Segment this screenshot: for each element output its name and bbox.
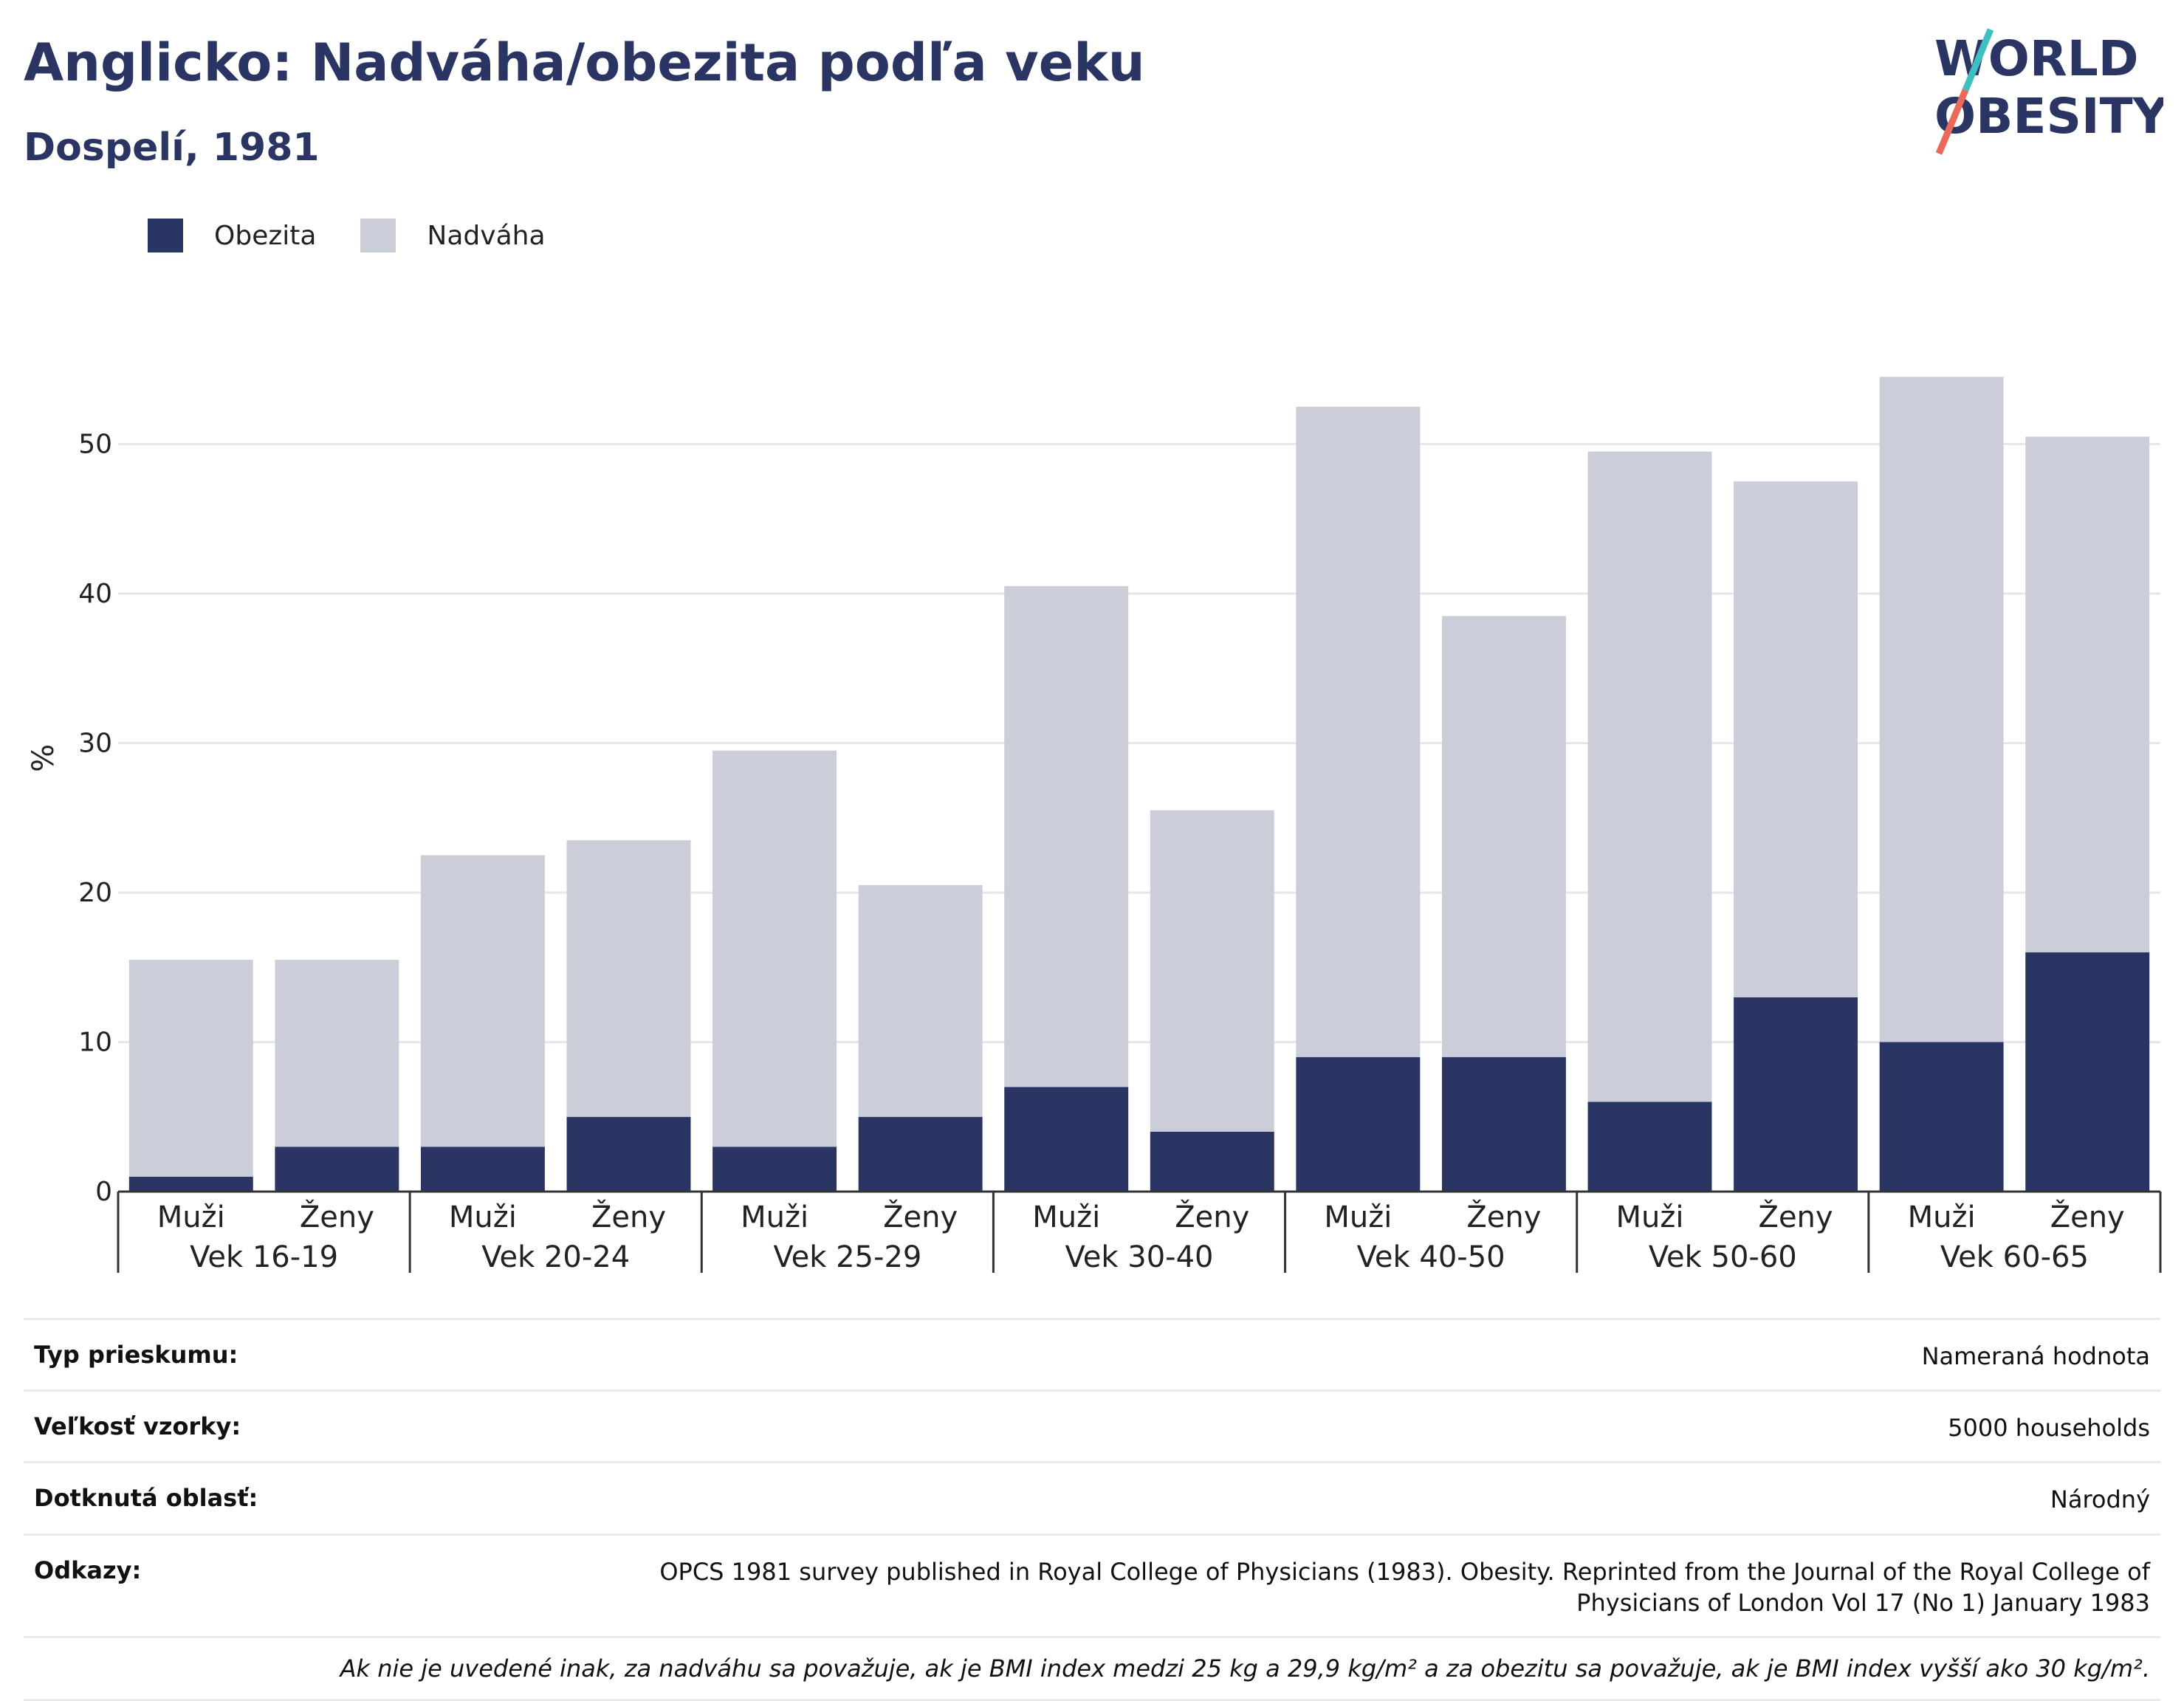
legend: Obezita Nadváha	[148, 219, 590, 252]
x-group-label: Vek 50-60	[1649, 1240, 1797, 1274]
info-value: 5000 households	[1948, 1414, 2150, 1443]
legend-item-obezita: Obezita	[148, 219, 316, 252]
bar-obezita	[566, 1116, 691, 1192]
x-subcategory-label: Ženy	[591, 1199, 666, 1234]
bar-obezita	[1150, 1132, 1274, 1192]
y-axis-label: %	[27, 744, 61, 772]
bar-nadvaha	[128, 960, 253, 1177]
bar-nadvaha	[1441, 616, 1566, 1057]
bar-obezita	[1879, 1042, 2004, 1192]
x-group-label: Vek 20-24	[481, 1240, 630, 1274]
stacked-bar-chart: 0 10 20 30 40 50% Muži Ženy Muži Ženy Muži Ženy Muži…	[27, 377, 2162, 1274]
info-key: Odkazy:	[34, 1556, 142, 1584]
bar-obezita	[420, 1147, 545, 1192]
bar-obezita	[858, 1116, 983, 1192]
info-row-references: Odkazy: OPCS 1981 survey published in Ro…	[24, 1533, 2160, 1636]
bar-nadvaha	[420, 855, 545, 1147]
bar-obezita	[275, 1147, 399, 1192]
x-group-label: Vek 40-50	[1357, 1240, 1505, 1274]
page-title: Anglicko: Nadváha/obezita podľa veku	[24, 32, 1145, 93]
info-row-sample-size: Veľkosť vzorky: 5000 households	[24, 1389, 2160, 1461]
info-row-survey-type: Typ prieskumu: Nameraná hodnota	[24, 1318, 2160, 1389]
svg-text:WORLD: WORLD	[1934, 30, 2139, 87]
x-subcategory-label: Muži	[1032, 1200, 1100, 1234]
info-key: Dotknutá oblasť:	[34, 1484, 258, 1513]
x-subcategory-label: Ženy	[883, 1199, 958, 1234]
bar-nadvaha	[1296, 406, 1421, 1057]
bar-nadvaha	[1004, 585, 1129, 1087]
info-row-area: Dotknutá oblasť: Národný	[24, 1461, 2160, 1533]
y-tick-label: 30	[78, 729, 112, 759]
x-subcategory-label: Ženy	[2050, 1199, 2125, 1234]
bar-nadvaha	[566, 840, 691, 1117]
svg-text:OBESITY: OBESITY	[1934, 88, 2163, 145]
x-group-label: Vek 16-19	[190, 1240, 338, 1274]
page-subtitle: Dospelí, 1981	[24, 126, 320, 170]
x-group-label: Vek 25-29	[773, 1240, 921, 1274]
x-subcategory-label: Muži	[1908, 1200, 1976, 1234]
legend-swatch-nadvaha	[360, 219, 396, 252]
y-tick-label: 50	[78, 430, 112, 460]
x-subcategory-label: Ženy	[1466, 1199, 1541, 1234]
x-subcategory-label: Ženy	[1175, 1199, 1249, 1234]
x-subcategory-label: Muži	[1324, 1200, 1392, 1234]
x-subcategory-label: Muži	[1616, 1200, 1684, 1234]
y-tick-label: 0	[95, 1177, 112, 1207]
y-tick-label: 10	[78, 1028, 112, 1058]
y-tick-label: 40	[78, 579, 112, 609]
bar-obezita	[1296, 1056, 1421, 1192]
survey-info-table: Typ prieskumu: Nameraná hodnota Veľkosť …	[24, 1318, 2160, 1701]
legend-label: Obezita	[214, 220, 317, 251]
bar-nadvaha	[275, 960, 399, 1147]
info-key: Typ prieskumu:	[34, 1341, 238, 1369]
info-value: OPCS 1981 survey published in Royal Coll…	[659, 1557, 2150, 1617]
x-subcategory-label: Ženy	[300, 1199, 374, 1234]
bar-obezita	[1587, 1102, 1712, 1192]
bar-obezita	[2025, 952, 2150, 1192]
info-value: Národný	[2050, 1485, 2150, 1514]
bar-nadvaha	[1587, 451, 1712, 1102]
bar-nadvaha	[1150, 810, 1274, 1132]
bar-nadvaha	[2025, 436, 2150, 952]
x-subcategory-label: Muži	[449, 1200, 517, 1234]
bar-nadvaha	[712, 750, 837, 1147]
bar-obezita	[712, 1147, 837, 1192]
x-subcategory-label: Ženy	[1759, 1199, 1833, 1234]
x-group-label: Vek 30-40	[1065, 1240, 1214, 1274]
x-subcategory-label: Muži	[741, 1200, 808, 1234]
world-obesity-logo: WORLD OBESITY	[1934, 28, 2163, 155]
legend-swatch-obezita	[148, 219, 183, 252]
info-key: Veľkosť vzorky:	[34, 1412, 241, 1441]
x-subcategory-label: Muži	[157, 1200, 225, 1234]
info-value: Nameraná hodnota	[1921, 1342, 2150, 1370]
bar-obezita	[1734, 997, 1858, 1192]
bar-obezita	[128, 1176, 253, 1192]
definition-note: Ak nie je uvedené inak, za nadváhu sa po…	[24, 1636, 2160, 1701]
bar-obezita	[1004, 1087, 1129, 1192]
bar-nadvaha	[1879, 377, 2004, 1042]
legend-item-nadvaha: Nadváha	[360, 219, 546, 252]
bar-nadvaha	[858, 884, 983, 1117]
bar-obezita	[1441, 1056, 1566, 1192]
x-group-label: Vek 60-65	[1940, 1240, 2089, 1274]
legend-label: Nadváha	[427, 220, 546, 251]
bar-nadvaha	[1734, 481, 1858, 997]
y-tick-label: 20	[78, 878, 112, 908]
